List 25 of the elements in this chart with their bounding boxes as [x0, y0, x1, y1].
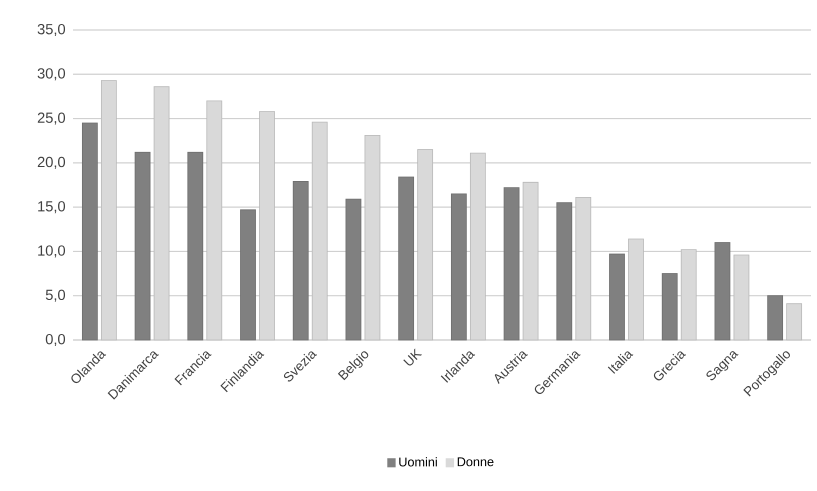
y-tick-label: 0,0 [46, 334, 66, 346]
bar [346, 198, 362, 340]
bar [556, 202, 572, 340]
bar [662, 273, 678, 340]
y-tick-label: 25,0 [38, 112, 66, 125]
legend-label: Uomini [399, 457, 437, 466]
bar [609, 254, 625, 340]
bar [398, 176, 414, 340]
bar [187, 152, 204, 340]
y-tick-label: 20,0 [38, 156, 66, 169]
y-tick-label: 35,0 [38, 24, 66, 36]
bar [134, 152, 150, 340]
x-tick-label: UK [403, 348, 422, 366]
y-tick-label: 10,0 [38, 245, 66, 258]
bar [450, 193, 467, 340]
bar [714, 242, 730, 340]
y-tick-label: 15,0 [38, 201, 66, 214]
y-tick-label: 5,0 [46, 290, 66, 302]
bar [240, 209, 256, 340]
legend-label: Donne [458, 457, 494, 466]
bar [504, 187, 520, 340]
bar [292, 181, 309, 340]
bar [767, 295, 784, 340]
bar [82, 122, 98, 340]
y-tick-label: 30,0 [38, 68, 66, 80]
